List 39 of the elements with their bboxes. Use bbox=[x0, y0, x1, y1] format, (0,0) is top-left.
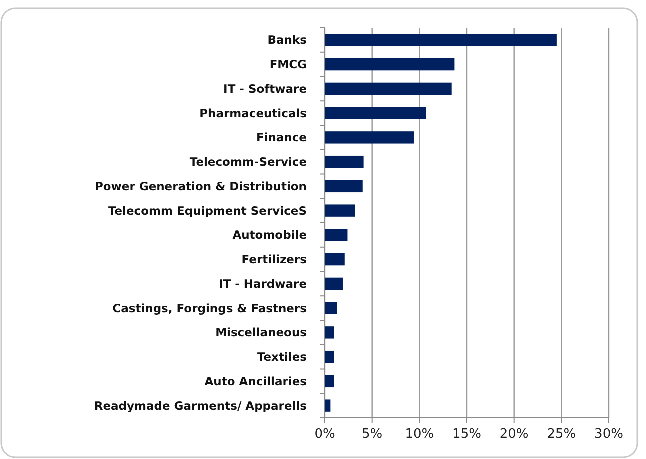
x-tick-label: 10% bbox=[405, 427, 434, 442]
y-tick-label: Readymade Garments/ Apparells bbox=[94, 398, 308, 413]
bar bbox=[325, 350, 334, 364]
y-tick-label: Fertilizers bbox=[242, 252, 308, 267]
y-tick-label: Automobile bbox=[232, 228, 308, 242]
x-tick-label: 25% bbox=[547, 427, 576, 442]
bar bbox=[325, 132, 414, 144]
y-tick-label: IT - Software bbox=[224, 82, 308, 96]
bar bbox=[325, 107, 426, 120]
bar bbox=[325, 253, 345, 266]
bar bbox=[325, 204, 356, 217]
y-tick-label: Auto Ancillaries bbox=[204, 374, 308, 388]
x-tick-label: 0% bbox=[314, 427, 336, 442]
bar bbox=[325, 82, 452, 96]
y-tick-label: Textiles bbox=[257, 350, 308, 364]
y-tick-label: Castings, Forgings & Fastners bbox=[112, 301, 308, 316]
y-tick-label: FMCG bbox=[270, 58, 307, 72]
x-tick-label: 15% bbox=[452, 427, 482, 442]
y-tick-label: Power Generation & Distribution bbox=[94, 179, 307, 194]
y-tick-label: Telecomm Equipment ServiceS bbox=[108, 204, 307, 218]
bar bbox=[325, 156, 364, 168]
y-tick-label: Banks bbox=[268, 33, 308, 48]
y-tick-label: Miscellaneous bbox=[216, 326, 308, 340]
bar bbox=[325, 302, 338, 314]
x-tick-label: 30% bbox=[594, 427, 624, 442]
y-tick-label: Telecomm-Service bbox=[190, 155, 308, 170]
y-tick-label: IT - Hardware bbox=[218, 276, 308, 291]
bar bbox=[325, 278, 343, 290]
bar bbox=[325, 34, 557, 46]
y-tick-label: Finance bbox=[256, 130, 308, 145]
bar bbox=[325, 58, 455, 71]
bar bbox=[325, 326, 334, 339]
x-tick-label: 20% bbox=[500, 427, 529, 442]
bar bbox=[325, 180, 363, 193]
bar bbox=[325, 229, 348, 242]
bar bbox=[325, 400, 331, 412]
bar bbox=[325, 375, 334, 388]
x-tick-label: 5% bbox=[362, 427, 383, 442]
y-tick-label: Pharmaceuticals bbox=[200, 106, 308, 120]
